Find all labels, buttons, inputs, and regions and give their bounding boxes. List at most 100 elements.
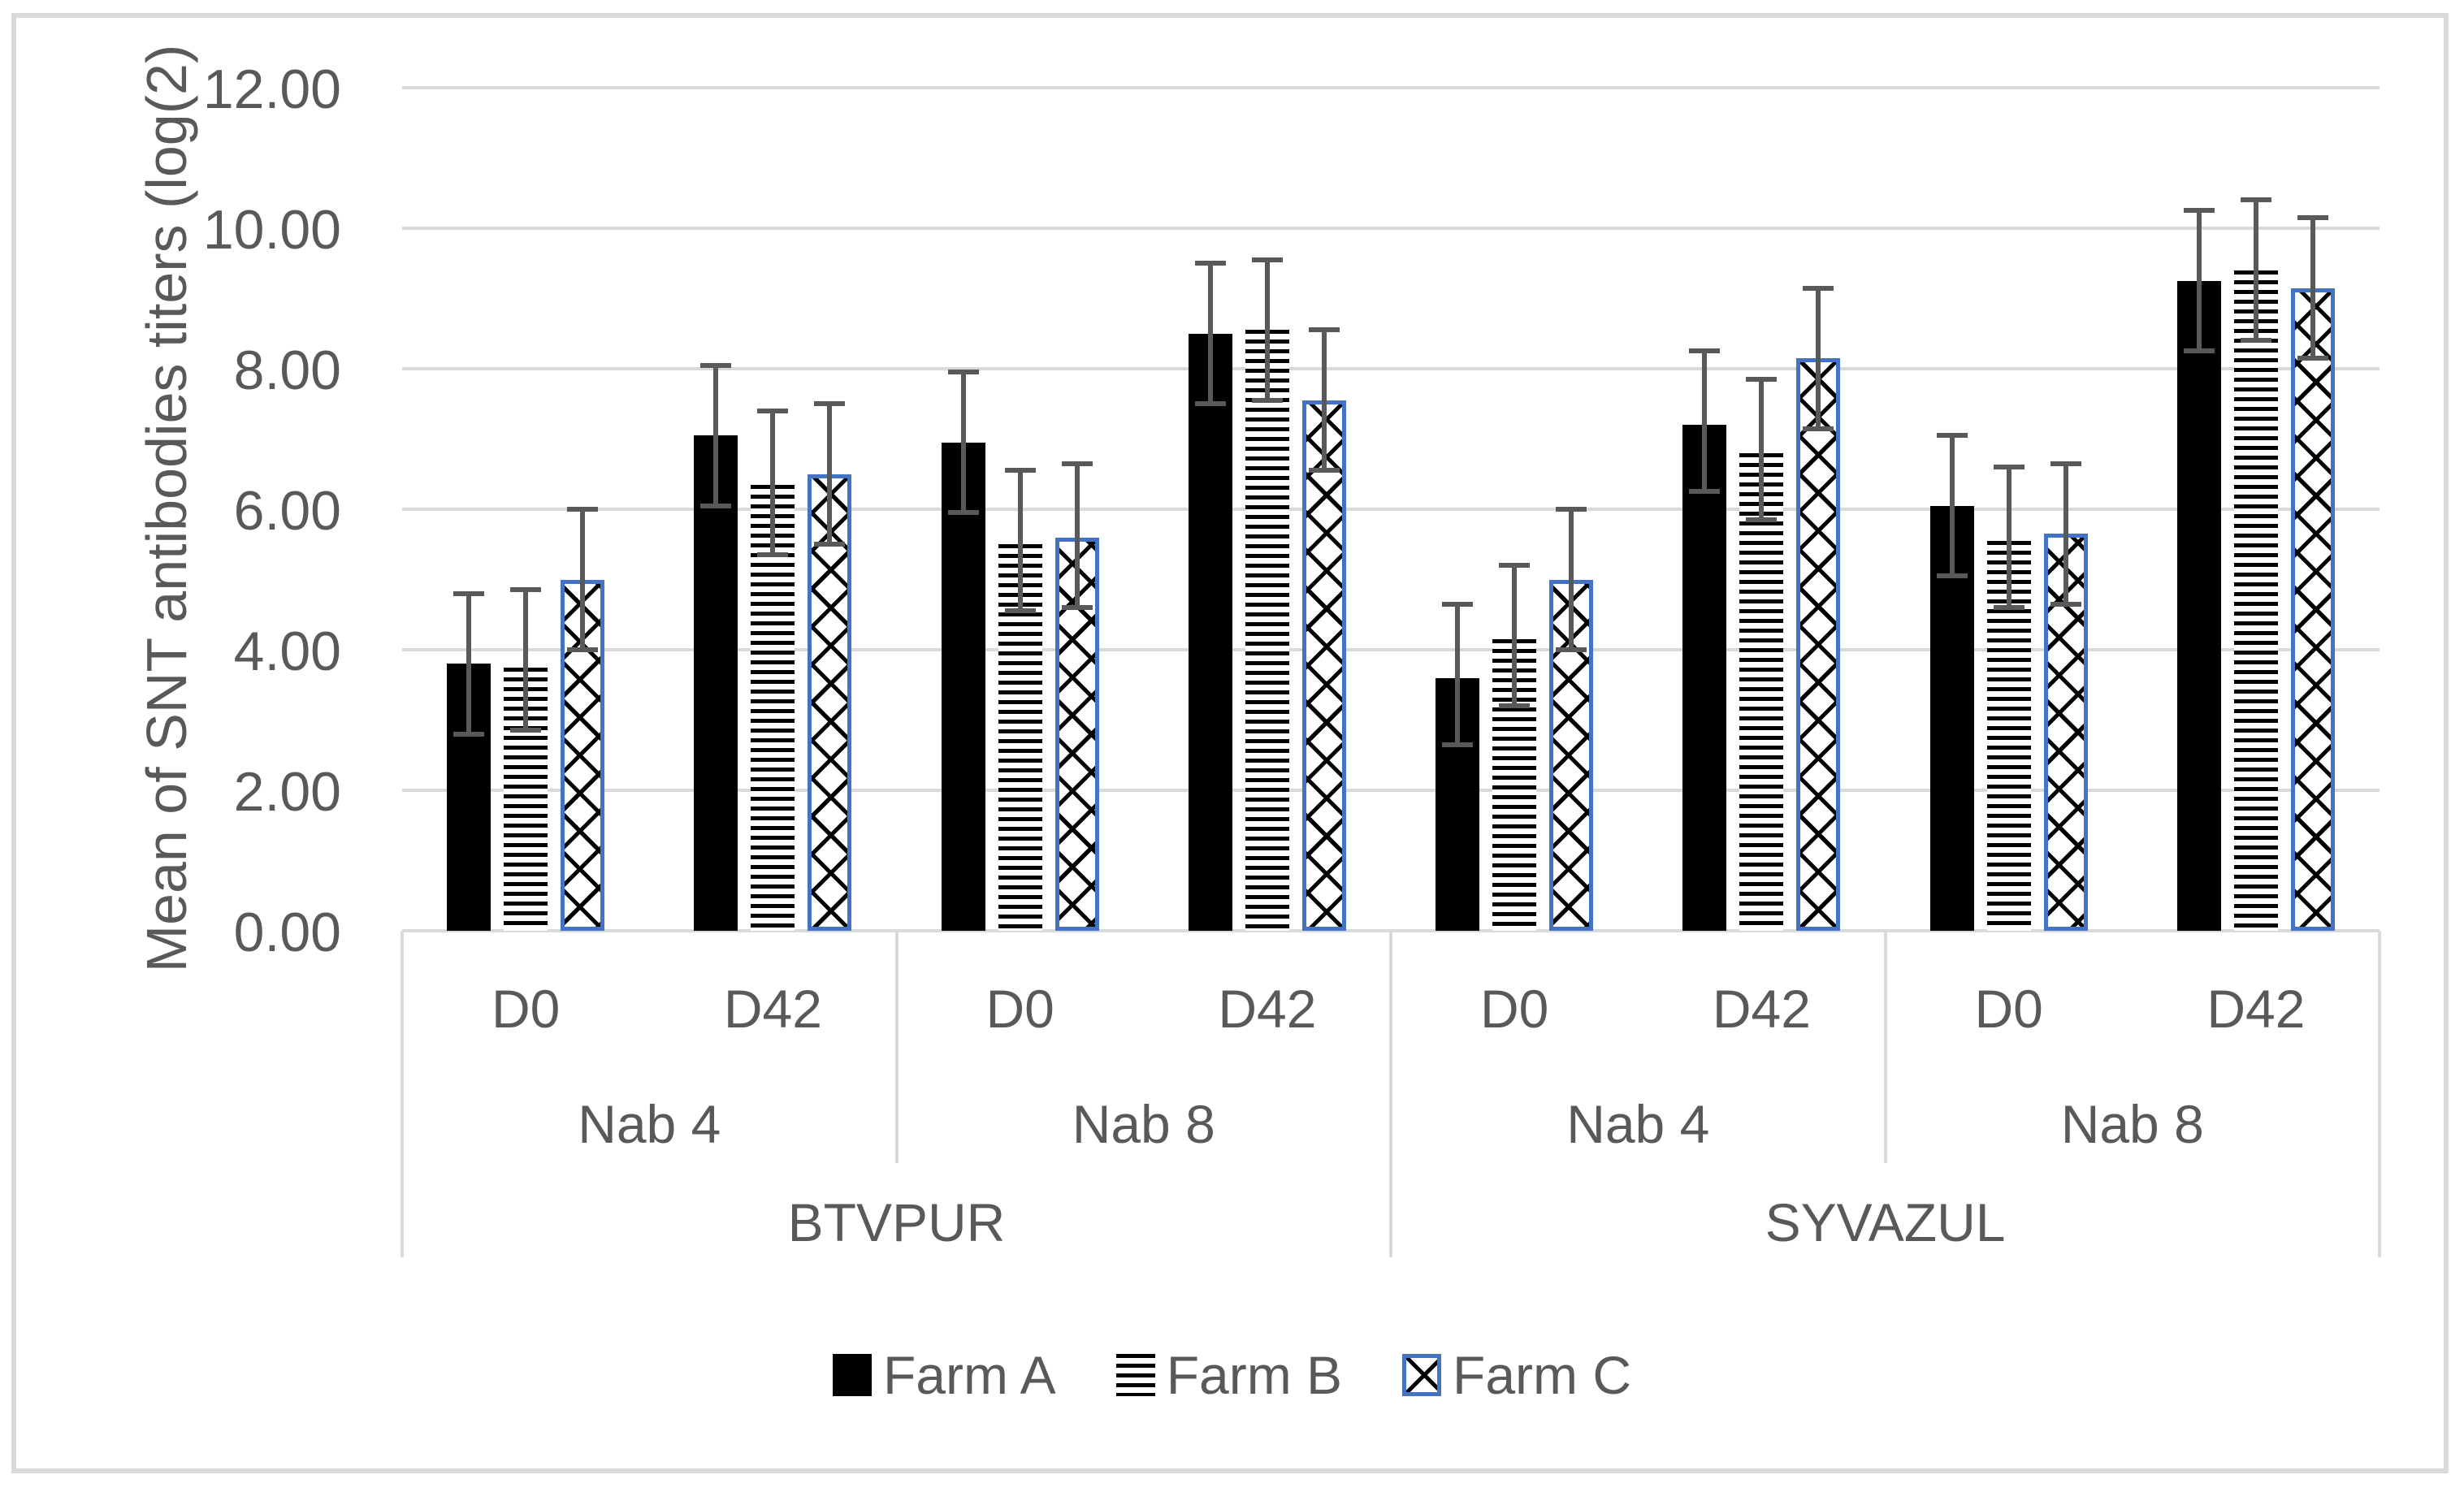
errorbar-farm-a-syvazul-nab8-d0 [1949,435,1955,577]
gridline-4 [402,648,2380,651]
axis-label-timepoint: D0 [1479,979,1549,1039]
axis-label-timepoint: D0 [491,979,561,1039]
errorbar-farm-c-syvazul-nab8-d42-cap-top [2297,215,2328,221]
errorbar-farm-c-btvpur-nab8-d0-cap-bottom [1061,605,1093,611]
legend-label: Farm B [1166,1345,1343,1405]
gridline-12 [402,86,2380,89]
errorbar-farm-a-btvpur-nab8-d42-cap-bottom [1194,401,1226,407]
errorbar-farm-c-btvpur-nab8-d42-cap-top [1308,327,1340,333]
legend: Farm A Farm B Farm C [0,1344,2464,1406]
errorbar-farm-c-syvazul-nab4-d42-cap-top [1803,285,1834,291]
errorbar-farm-c-syvazul-nab4-d42 [1816,288,1821,429]
errorbar-farm-c-btvpur-nab4-d42-cap-bottom [814,542,846,547]
gridline-2 [402,789,2380,792]
errorbar-farm-a-syvazul-nab4-d0 [1455,603,1461,745]
bar-farm-a-syvazul-nab4-d42 [1682,425,1727,931]
errorbar-farm-a-syvazul-nab8-d42-cap-bottom [2183,348,2215,354]
errorbar-farm-b-syvazul-nab8-d42-cap-bottom [2240,338,2271,344]
axis-label-nab: Nab 4 [1566,1094,1710,1154]
legend-item-farm-a: Farm A [832,1345,1056,1405]
y-tick-label: 12.00 [202,58,341,120]
vaccine-separator [1389,931,1392,1257]
errorbar-farm-c-syvazul-nab8-d42-cap-bottom [2297,356,2328,361]
legend-label: Farm C [1453,1345,1632,1405]
errorbar-farm-b-syvazul-nab4-d0-cap-top [1499,563,1531,569]
errorbar-farm-a-btvpur-nab4-d42-cap-bottom [700,503,732,508]
errorbar-farm-a-btvpur-nab4-d42 [713,365,719,506]
errorbar-farm-b-syvazul-nab4-d0-cap-bottom [1499,703,1531,709]
errorbar-farm-b-syvazul-nab8-d0-cap-top [1993,465,2024,470]
axis-label-nab: Nab 8 [1072,1094,1215,1154]
errorbar-farm-b-syvazul-nab4-d0 [1512,565,1518,707]
y-tick-label: 2.00 [233,761,341,823]
errorbar-farm-a-btvpur-nab4-d0-cap-bottom [453,731,485,737]
errorbar-farm-c-syvazul-nab8-d42 [2310,218,2315,359]
errorbar-farm-b-btvpur-nab4-d0-cap-top [510,587,542,593]
errorbar-farm-b-btvpur-nab8-d0-cap-bottom [1004,608,1036,614]
errorbar-farm-a-syvazul-nab4-d42-cap-bottom [1689,489,1721,495]
axis-label-nab: Nab 4 [578,1094,721,1154]
bar-farm-a-syvazul-nab8-d42 [2176,280,2221,931]
errorbar-farm-a-syvazul-nab8-d0-cap-bottom [1936,573,1968,579]
errorbar-farm-c-btvpur-nab4-d42-cap-top [814,401,846,407]
bar-farm-b-btvpur-nab8-d42 [1245,330,1289,931]
y-tick-label: 6.00 [233,480,341,542]
errorbar-farm-b-syvazul-nab8-d42 [2253,200,2258,341]
axis-label-vaccine: BTVPUR [787,1192,1006,1252]
errorbar-farm-b-syvazul-nab4-d42-cap-top [1746,376,1778,382]
errorbar-farm-c-btvpur-nab4-d0-cap-bottom [567,647,599,652]
errorbar-farm-c-syvazul-nab4-d0-cap-top [1556,507,1587,512]
errorbar-farm-a-syvazul-nab4-d0-cap-top [1442,601,1474,607]
errorbar-farm-b-btvpur-nab4-d0-cap-bottom [510,728,542,733]
errorbar-farm-c-syvazul-nab8-d0-cap-bottom [2050,601,2081,607]
errorbar-farm-c-btvpur-nab8-d42 [1321,330,1327,471]
errorbar-farm-c-btvpur-nab8-d0-cap-top [1061,461,1093,466]
errorbar-farm-a-syvazul-nab4-d42-cap-top [1689,348,1721,354]
errorbar-farm-a-syvazul-nab8-d42 [2196,210,2202,352]
errorbar-farm-b-btvpur-nab4-d42 [770,410,776,556]
y-tick-label: 10.00 [202,199,341,261]
errorbar-farm-a-syvazul-nab4-d0-cap-bottom [1442,742,1474,747]
gridline-6 [402,508,2380,511]
errorbar-farm-c-syvazul-nab8-d0 [2063,463,2068,604]
errorbar-farm-a-btvpur-nab8-d42-cap-top [1194,261,1226,266]
errorbar-farm-c-syvazul-nab8-d0-cap-top [2050,461,2081,466]
errorbar-farm-a-btvpur-nab4-d0 [466,593,472,734]
axis-label-timepoint: D0 [985,979,1054,1039]
errorbar-farm-b-btvpur-nab4-d0 [523,590,529,731]
errorbar-farm-c-syvazul-nab4-d0-cap-bottom [1556,647,1587,652]
bar-farm-c-btvpur-nab8-d42 [1301,400,1346,931]
errorbar-farm-b-btvpur-nab4-d42-cap-top [757,408,789,413]
errorbar-farm-c-btvpur-nab8-d0 [1074,463,1080,608]
errorbar-farm-b-btvpur-nab8-d0-cap-top [1004,468,1036,474]
errorbar-farm-b-syvazul-nab8-d0-cap-bottom [1993,605,2024,611]
errorbar-farm-a-btvpur-nab8-d0-cap-top [947,370,979,375]
bar-farm-a-btvpur-nab4-d42 [694,435,738,931]
y-tick-label: 8.00 [233,339,341,401]
legend-marker-solid-black [832,1354,872,1396]
errorbar-farm-a-btvpur-nab8-d0-cap-bottom [947,510,979,516]
errorbar-farm-a-syvazul-nab8-d0-cap-top [1936,433,1968,439]
errorbar-farm-c-syvazul-nab4-d42-cap-bottom [1803,426,1834,431]
errorbar-farm-c-btvpur-nab4-d42 [827,404,833,545]
errorbar-farm-a-btvpur-nab8-d0 [960,372,966,513]
errorbar-farm-b-syvazul-nab8-d0 [2006,467,2011,608]
bar-farm-c-syvazul-nab4-d42 [1796,358,1841,931]
legend-item-farm-b: Farm B [1115,1345,1343,1405]
bar-farm-b-syvazul-nab8-d42 [2233,270,2278,931]
legend-item-farm-c: Farm C [1402,1348,1631,1402]
errorbar-farm-b-syvazul-nab4-d42 [1759,378,1765,520]
y-tick-label: 0.00 [233,902,341,963]
legend-label: Farm A [882,1345,1056,1405]
errorbar-farm-a-syvazul-nab8-d42-cap-top [2183,208,2215,214]
axis-table-right-border [2378,931,2381,1257]
errorbar-farm-a-syvazul-nab4-d42 [1702,351,1708,492]
bar-farm-b-btvpur-nab4-d42 [751,484,795,931]
errorbar-farm-b-btvpur-nab4-d42-cap-bottom [757,552,789,558]
nab-separator-syvazul [1883,931,1887,1163]
bar-farm-c-syvazul-nab8-d42 [2290,288,2335,931]
axis-label-nab: Nab 8 [2060,1094,2204,1154]
errorbar-farm-b-btvpur-nab8-d42-cap-bottom [1251,397,1283,403]
axis-label-vaccine: SYVAZUL [1765,1192,2006,1252]
